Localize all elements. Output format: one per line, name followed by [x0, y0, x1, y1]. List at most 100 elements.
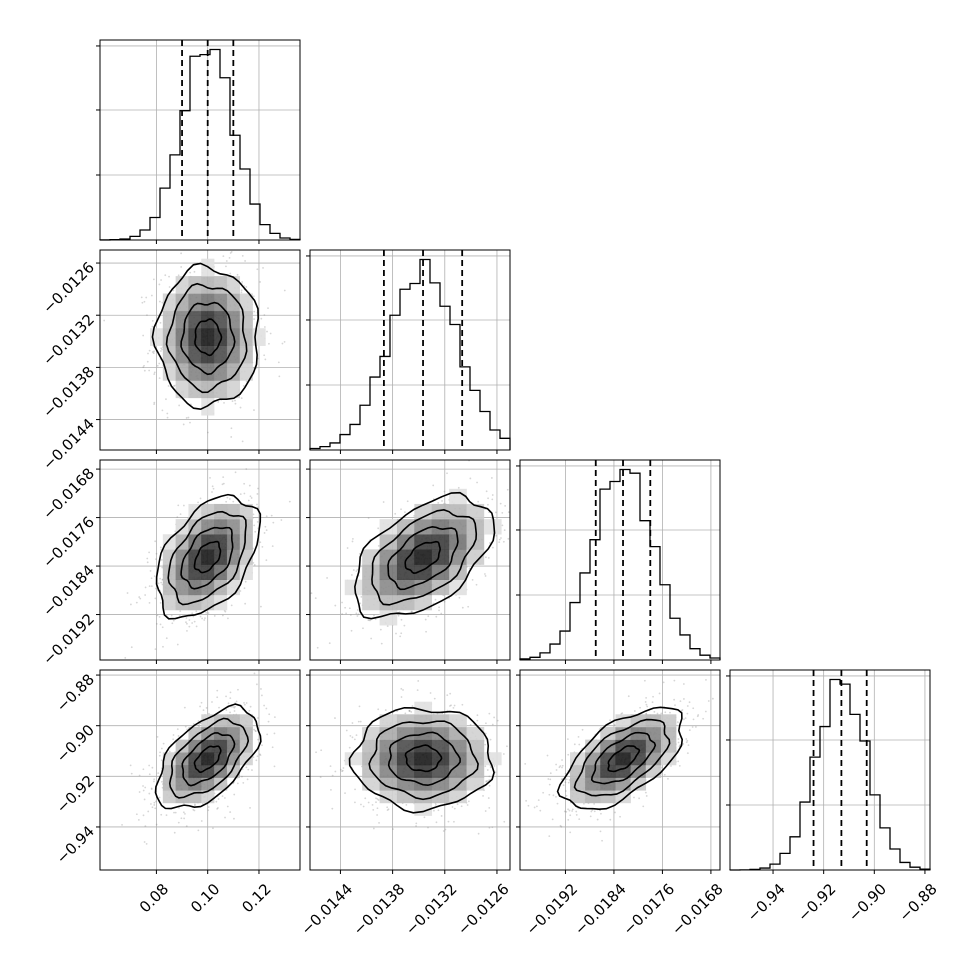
scatter-point	[208, 806, 210, 808]
density-cell	[176, 293, 189, 311]
scatter-point	[194, 271, 196, 273]
scatter-point	[352, 722, 354, 724]
scatter-point	[489, 785, 491, 787]
scatter-point	[255, 759, 257, 761]
scatter-point	[486, 490, 488, 492]
scatter-point	[500, 537, 502, 539]
scatter-point	[164, 274, 166, 276]
scatter-point	[359, 602, 361, 604]
scatter-point	[522, 482, 524, 484]
scatter-point	[216, 690, 218, 692]
scatter-point	[485, 781, 487, 783]
scatter-point	[150, 570, 152, 572]
density-cell	[380, 534, 398, 549]
scatter-point	[262, 267, 264, 269]
scatter-point	[197, 829, 199, 831]
scatter-point	[237, 689, 239, 691]
density-cell	[414, 790, 432, 803]
scatter-point	[508, 511, 510, 513]
scatter-point	[282, 343, 284, 345]
scatter-point	[264, 526, 266, 528]
scatter-point	[222, 795, 224, 797]
scatter-point	[145, 587, 147, 589]
scatter-point	[248, 500, 250, 502]
scatter-point	[498, 541, 500, 543]
scatter-point	[171, 615, 173, 617]
density-cell	[449, 519, 467, 534]
scatter-point	[250, 495, 252, 497]
density-cell	[397, 519, 415, 534]
scatter-point	[195, 610, 197, 612]
scatter-point	[425, 631, 427, 633]
scatter-point	[186, 630, 188, 632]
scatter-point	[272, 522, 274, 524]
scatter-point	[263, 354, 265, 356]
scatter-point	[217, 807, 219, 809]
scatter-point	[504, 505, 506, 507]
scatter-point	[159, 377, 161, 379]
density-cell	[362, 778, 380, 791]
scatter-point	[139, 775, 141, 777]
scatter-point	[432, 485, 434, 487]
histogram-bars-0	[100, 50, 300, 240]
scatter-point	[179, 610, 181, 612]
density-cell	[414, 752, 432, 765]
scatter-point	[144, 370, 146, 372]
scatter-point	[504, 529, 506, 531]
scatter-point	[274, 716, 276, 718]
scatter-point	[236, 701, 238, 703]
scatter-point	[155, 558, 157, 560]
scatter-point	[149, 350, 151, 352]
density-cell	[240, 534, 253, 549]
scatter-point	[266, 515, 268, 517]
scatter-point	[232, 706, 234, 708]
scatter-point	[251, 497, 253, 499]
scatter-point	[274, 733, 276, 735]
pair-content	[100, 460, 300, 660]
scatter-point	[151, 585, 153, 587]
scatter-point	[513, 539, 515, 541]
scatter-point	[241, 397, 243, 399]
scatter-point	[402, 689, 404, 691]
scatter-point	[377, 708, 379, 710]
scatter-point	[142, 768, 144, 770]
density-cell	[227, 276, 240, 294]
scatter-point	[146, 843, 148, 845]
scatter-point	[488, 807, 490, 809]
scatter-point	[470, 724, 472, 726]
scatter-point	[168, 385, 170, 387]
scatter-point	[267, 307, 269, 309]
scatter-point	[131, 646, 133, 648]
scatter-point	[196, 626, 198, 628]
scatter-point	[183, 818, 185, 820]
scatter-point	[375, 801, 377, 803]
scatter-point	[363, 806, 365, 808]
scatter-point	[149, 773, 151, 775]
scatter-point	[224, 817, 226, 819]
scatter-point	[493, 717, 495, 719]
scatter-point	[136, 813, 138, 815]
scatter-point	[246, 702, 248, 704]
scatter-point	[469, 478, 471, 480]
scatter-point	[368, 619, 370, 621]
scatter-point	[436, 821, 438, 823]
scatter-point	[398, 615, 400, 617]
scatter-point	[315, 597, 317, 599]
density-cell	[397, 740, 415, 753]
scatter-point	[334, 605, 336, 607]
scatter-point	[260, 688, 262, 690]
scatter-point	[151, 767, 153, 769]
scatter-point	[177, 644, 179, 646]
scatter-point	[405, 804, 407, 806]
scatter-point	[254, 672, 256, 674]
scatter-point	[488, 775, 490, 777]
density-cell	[176, 311, 189, 329]
scatter-point	[231, 251, 233, 253]
pair-panel-3-0	[96, 670, 300, 874]
scatter-point	[138, 819, 140, 821]
scatter-point	[458, 487, 460, 489]
scatter-point	[433, 810, 435, 812]
scatter-point	[392, 828, 394, 830]
scatter-point	[311, 592, 313, 594]
scatter-point	[492, 547, 494, 549]
